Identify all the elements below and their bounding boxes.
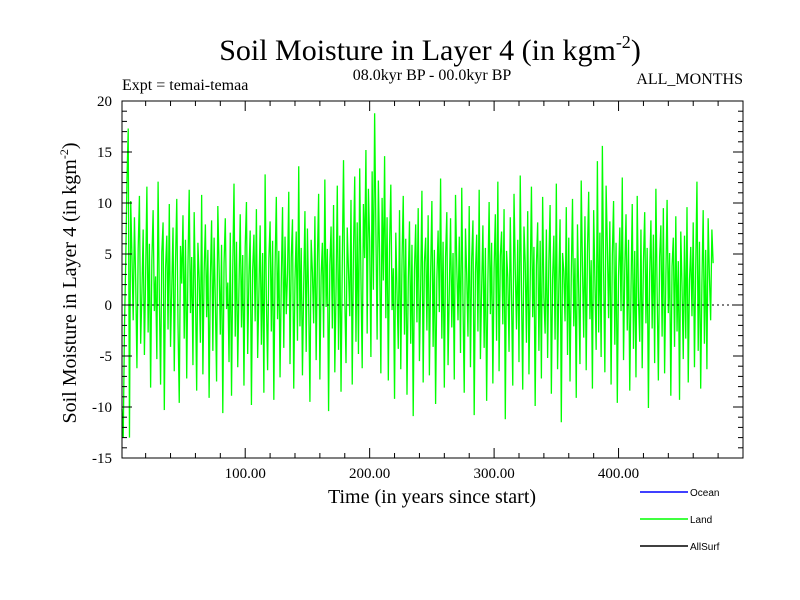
y-tick-label: 10 — [97, 196, 112, 212]
legend-label-ocean: Ocean — [690, 488, 719, 499]
chart-subtitle: 08.0kyr BP - 00.0kyr BP — [353, 67, 512, 84]
legend: Ocean Land AllSurf — [640, 488, 720, 553]
x-tick-label: 400.00 — [598, 466, 639, 482]
legend-label-land: Land — [690, 515, 712, 526]
plot-area: 100.00 200.00 300.00 400.00 -15 -10 -5 0 5 10 15 20 — [92, 94, 744, 482]
tick-labels-layer: 100.00 200.00 300.00 400.00 -15 -10 -5 0 5 10 15 20 — [92, 94, 639, 482]
series-layer — [121, 113, 714, 438]
months-label: ALL_MONTHS — [636, 71, 743, 88]
legend-label-allsurf: AllSurf — [690, 542, 720, 553]
y-axis-label: Soil Moisture in Layer 4 (in kgm-2) — [57, 142, 81, 423]
chart-title: Soil Moisture in Layer 4 (in kgm-2) — [219, 32, 641, 67]
y-tick-label: 20 — [97, 94, 112, 110]
x-tick-label: 300.00 — [473, 466, 514, 482]
x-axis-label: Time (in years since start) — [328, 486, 536, 508]
experiment-label: Expt = temai-temaa — [122, 77, 248, 94]
series-line-land — [121, 113, 714, 438]
y-tick-label: 15 — [97, 145, 112, 161]
x-tick-label: 200.00 — [349, 466, 390, 482]
y-tick-label: -10 — [92, 400, 112, 416]
plot-frame — [121, 100, 744, 459]
x-tick-label: 100.00 — [225, 466, 266, 482]
ticks-layer — [122, 100, 743, 459]
y-tick-label: 0 — [105, 298, 113, 314]
y-tick-label: 5 — [105, 247, 113, 263]
y-tick-label: -5 — [100, 349, 113, 365]
y-tick-label: -15 — [92, 451, 112, 467]
